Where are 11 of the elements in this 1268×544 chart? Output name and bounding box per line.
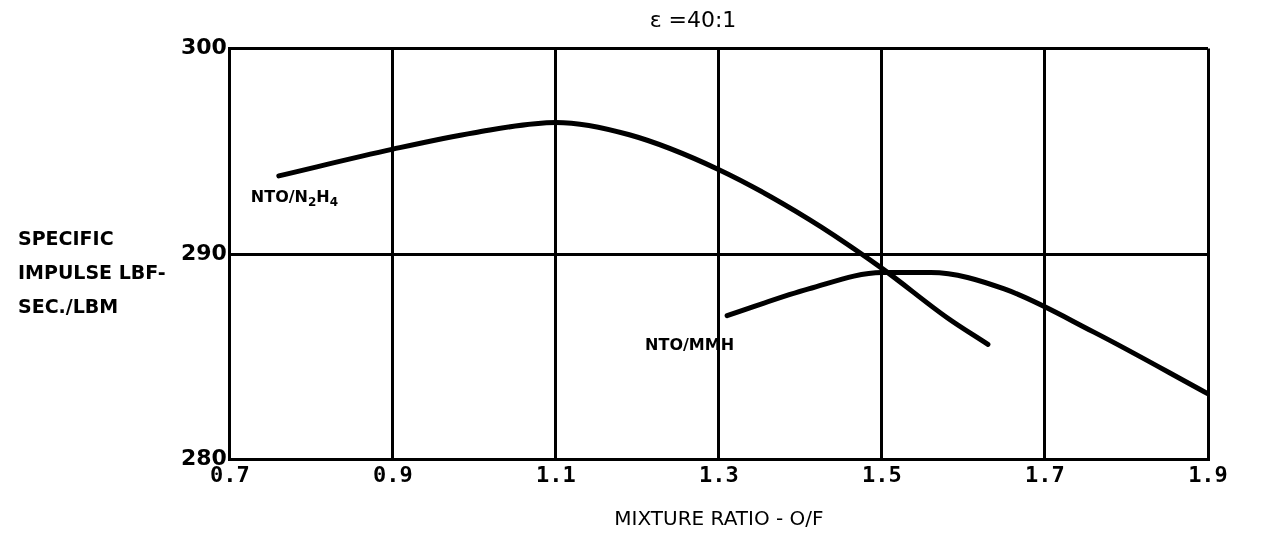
x-tick-label: 0.9 — [373, 461, 413, 487]
y-axis-title: SPECIFIC IMPULSE LBF-SEC./LBM — [17, 226, 167, 319]
x-axis-title: MIXTURE RATIO - O/F — [614, 506, 824, 531]
x-tick-label: 1.9 — [1188, 461, 1228, 487]
y-tick-label: 290 — [180, 239, 227, 265]
chart-title: ε =40:1 — [649, 6, 737, 32]
x-tick-label: 1.5 — [862, 461, 902, 487]
x-tick-label: 1.7 — [1025, 461, 1065, 487]
x-tick-label: 1.3 — [699, 461, 739, 487]
y-tick-label: 300 — [180, 34, 227, 60]
x-tick-label: 1.1 — [536, 461, 576, 487]
